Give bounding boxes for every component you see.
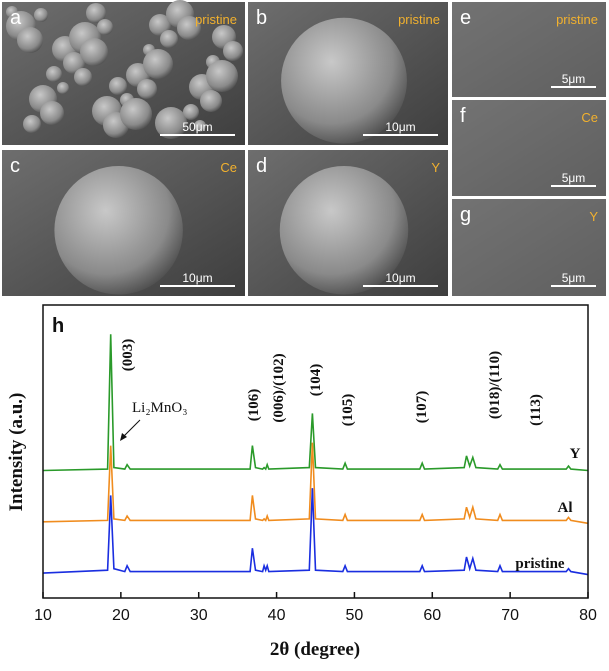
particle (80, 38, 108, 66)
peak-label: (018)/(110) (487, 351, 503, 419)
peak-label: (106) (246, 389, 262, 422)
sample-label: Y (431, 160, 440, 175)
sem-panel: e pristine 5μm (452, 2, 606, 97)
particle (34, 8, 48, 22)
surface (452, 199, 606, 296)
peak-label: (113) (528, 394, 544, 426)
particle (183, 104, 199, 120)
x-tick-label: 10 (34, 607, 52, 624)
scale-label: 5μm (562, 171, 586, 185)
sem-panel: d Y 10μm (248, 150, 448, 296)
particle (86, 3, 106, 23)
sample-label: pristine (195, 12, 237, 27)
sample-label: Y (589, 209, 598, 224)
panel-label: e (460, 7, 471, 29)
panel-label: c (10, 155, 20, 177)
scale-label: 5μm (562, 72, 586, 86)
particle (160, 30, 178, 48)
plot-border (42, 304, 589, 599)
particle (155, 107, 187, 139)
sem-panel: b pristine 10μm (248, 2, 448, 145)
series-label: Y (570, 446, 581, 462)
arrow-head (120, 433, 127, 441)
x-tick-label: 50 (346, 607, 364, 624)
particle (17, 27, 43, 53)
sample-label: Ce (220, 160, 237, 175)
panel-label: d (256, 155, 267, 177)
particle (223, 41, 243, 61)
peak-label: (104) (308, 364, 324, 397)
particle (200, 90, 222, 112)
peak-label: (107) (414, 391, 430, 424)
phase-label: Li₂MnO₃ (132, 400, 187, 416)
particle (137, 79, 157, 99)
panel-label: g (460, 204, 471, 226)
series-label: pristine (515, 556, 565, 572)
chart-frame (2, 300, 606, 668)
particle (54, 166, 183, 295)
sem-panel: a pristine 50μm (2, 0, 245, 145)
peak-label: (003) (120, 339, 136, 372)
x-tick-label: 30 (190, 607, 208, 624)
xrd-line (42, 334, 589, 472)
arrow (121, 419, 141, 439)
particle (63, 52, 85, 74)
particle (281, 17, 407, 144)
particle (23, 115, 41, 133)
surface (452, 100, 606, 196)
scale-label: 50μm (182, 120, 212, 134)
particle (97, 19, 113, 35)
particle (40, 101, 64, 125)
sem-panel: c Ce 10μm (2, 150, 245, 296)
particle (206, 60, 238, 92)
panel-label: h (52, 315, 64, 337)
series-label: Al (558, 500, 573, 516)
sample-label: pristine (398, 12, 440, 27)
scale-label: 10μm (385, 120, 415, 134)
panel-label: f (460, 105, 466, 127)
x-tick-label: 20 (112, 607, 130, 624)
particle (177, 16, 201, 40)
particle (46, 66, 62, 82)
panel-label: b (256, 7, 267, 29)
sample-label: Ce (581, 110, 598, 125)
particle (279, 166, 409, 295)
y-axis-title: Intensity (a.u.) (6, 393, 27, 512)
particle (194, 120, 206, 132)
particle (149, 14, 171, 36)
scale-label: 10μm (385, 271, 415, 285)
particle (74, 68, 92, 86)
x-tick-label: 70 (501, 607, 519, 624)
scale-label: 5μm (562, 271, 586, 285)
xrd-line (42, 442, 589, 525)
particle (120, 98, 152, 130)
sem-panel: g Y 5μm (452, 199, 606, 296)
particle (109, 77, 127, 95)
surface (452, 2, 606, 97)
peak-label: (105) (340, 394, 356, 427)
x-tick-label: 80 (579, 607, 597, 624)
panel-label: a (10, 7, 22, 29)
particle (143, 49, 173, 79)
sample-label: pristine (556, 12, 598, 27)
peak-label: (006)/(102) (271, 353, 287, 422)
scale-label: 10μm (182, 271, 212, 285)
xrd-line (42, 488, 589, 576)
x-axis-title: 2θ (degree) (270, 639, 360, 660)
particle (57, 82, 69, 94)
sem-panel: f Ce 5μm (452, 100, 606, 196)
x-tick-label: 60 (423, 607, 441, 624)
x-tick-label: 40 (268, 607, 286, 624)
